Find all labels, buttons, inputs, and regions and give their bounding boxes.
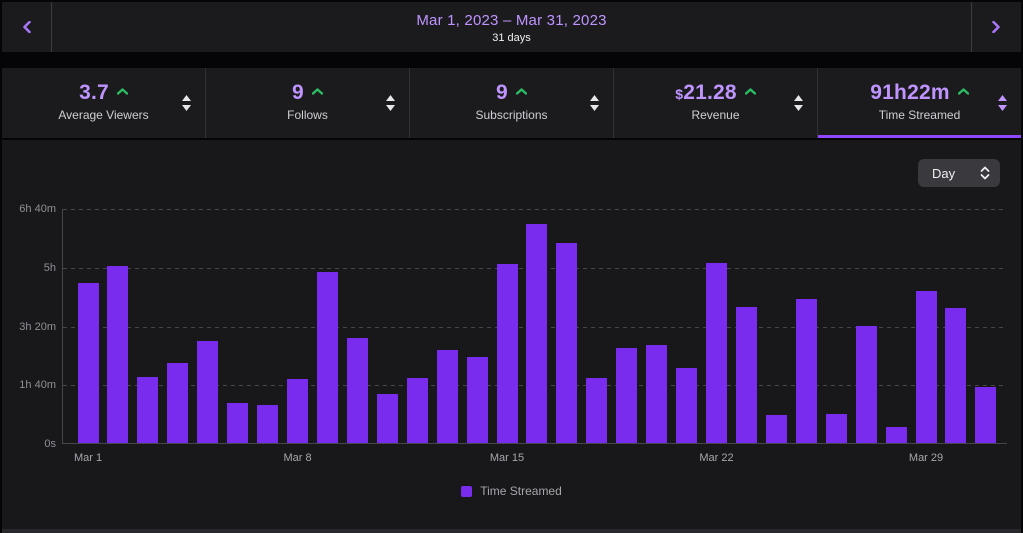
previous-range-button[interactable] [2,2,52,52]
interval-dropdown-value: Day [932,165,956,181]
bar-mar-21[interactable] [676,367,698,443]
trend-up-icon [116,87,128,95]
trend-up-icon [957,87,969,95]
bar-mar-14[interactable] [466,356,488,443]
bar-mar-1[interactable] [77,283,99,443]
bar-mar-25[interactable] [795,299,817,443]
stat-value: 9 [496,81,508,104]
stat-value: 9 [292,81,304,104]
stat-value-row: 9 [410,81,613,105]
chart-panel: Day 6h 40m 5h 3h 20m 1h 40m 0s Mar 1 Mar 8 Mar… [2,140,1021,529]
bar-mar-30[interactable] [945,308,967,443]
interval-dropdown[interactable]: Day [918,159,1000,187]
y-axis-tick-label: 0s [44,438,56,450]
stat-label: Time Streamed [878,108,961,122]
stat-label: Subscriptions [475,108,548,122]
legend-swatch [461,485,473,497]
bar-mar-2[interactable] [107,265,129,443]
bar-mar-19[interactable] [616,347,638,443]
stat-value-row: $21.28 [614,81,817,105]
bar-mar-5[interactable] [197,341,219,443]
x-axis-tick-label: Mar 15 [489,452,525,464]
bar-mar-10[interactable] [346,337,368,443]
bar-mar-27[interactable] [855,326,877,443]
stat-value-row: 91h22m [818,81,1021,105]
sort-stepper-icon[interactable] [386,95,395,111]
up-down-chevrons-icon [980,166,990,180]
chevron-right-icon [992,21,1000,33]
stat-value-row: 3.7 [2,81,205,105]
trend-up-icon [515,87,527,95]
y-axis-tick-label: 1h 40m [19,379,56,392]
sort-stepper-icon[interactable] [998,95,1007,111]
bar-mar-12[interactable] [406,378,428,443]
x-axis-tick-label: Mar 29 [908,452,944,464]
bar-mar-9[interactable] [316,272,338,443]
stat-value-row: 9 [206,81,409,105]
sort-stepper-icon[interactable] [590,95,599,111]
date-range-bar: Mar 1, 2023 – Mar 31, 2023 31 days [2,2,1021,52]
sort-stepper-icon[interactable] [794,95,803,111]
stat-value: $21.28 [675,81,737,104]
bar-mar-20[interactable] [646,344,668,443]
date-range-display: Mar 1, 2023 – Mar 31, 2023 31 days [52,2,971,52]
chevron-left-icon [23,21,31,33]
y-axis-tick-label: 5h [43,261,56,274]
date-range-title: Mar 1, 2023 – Mar 31, 2023 [416,12,607,29]
bar-mar-7[interactable] [257,405,279,443]
bar-mar-16[interactable] [526,223,548,443]
stat-value: 91h22m [870,81,950,104]
trend-up-icon [311,87,323,95]
stat-label: Revenue [691,108,740,122]
date-range-days: 31 days [492,32,531,44]
bar-mar-11[interactable] [376,393,398,443]
stat-label: Follows [287,108,328,122]
bar-mar-15[interactable] [496,264,518,443]
bar-mar-8[interactable] [287,378,308,443]
bar-mar-31[interactable] [975,386,997,443]
bar-mar-17[interactable] [556,243,578,443]
bar-mar-4[interactable] [167,363,189,443]
next-range-button[interactable] [971,2,1021,52]
stat-subscriptions[interactable]: 9 Subscriptions [410,68,614,138]
next-panel-edge [2,529,1021,533]
stat-value: 3.7 [79,81,109,104]
bar-mar-24[interactable] [765,414,787,443]
bar-mar-23[interactable] [735,306,757,443]
bar-mar-29[interactable] [915,291,937,443]
bar-mar-22[interactable] [706,262,728,443]
stat-revenue[interactable]: $21.28 Revenue [614,68,818,138]
x-axis-tick-label: Mar 1 [73,452,103,464]
stat-follows[interactable]: 9 Follows [206,68,410,138]
legend-label: Time Streamed [480,484,562,498]
bar-mar-3[interactable] [137,376,159,443]
y-axis-tick-label: 6h 40m [19,203,56,215]
stats-row: 3.7 Average Viewers 9 Follows 9 Subscrip… [2,68,1021,138]
stat-label: Average Viewers [58,108,149,122]
bar-mar-18[interactable] [586,378,608,443]
bar-mar-28[interactable] [885,427,907,443]
trend-up-icon [744,87,756,95]
stat-average-viewers[interactable]: 3.7 Average Viewers [2,68,206,138]
x-axis-tick-label: Mar 22 [699,452,734,464]
bar-mar-13[interactable] [436,349,458,443]
sort-stepper-icon[interactable] [182,95,191,111]
y-axis-tick-label: 3h 20m [19,320,56,333]
chart-legend: Time Streamed [2,484,1021,498]
stat-time-streamed[interactable]: 91h22m Time Streamed [818,68,1021,138]
bar-mar-6[interactable] [227,403,249,443]
x-axis-tick-label: Mar 8 [283,452,312,464]
gridline [63,209,1007,210]
time-streamed-bar-chart: 6h 40m 5h 3h 20m 1h 40m 0s Mar 1 Mar 8 Mar 15 M… [19,203,1007,464]
bar-mar-26[interactable] [825,413,847,443]
